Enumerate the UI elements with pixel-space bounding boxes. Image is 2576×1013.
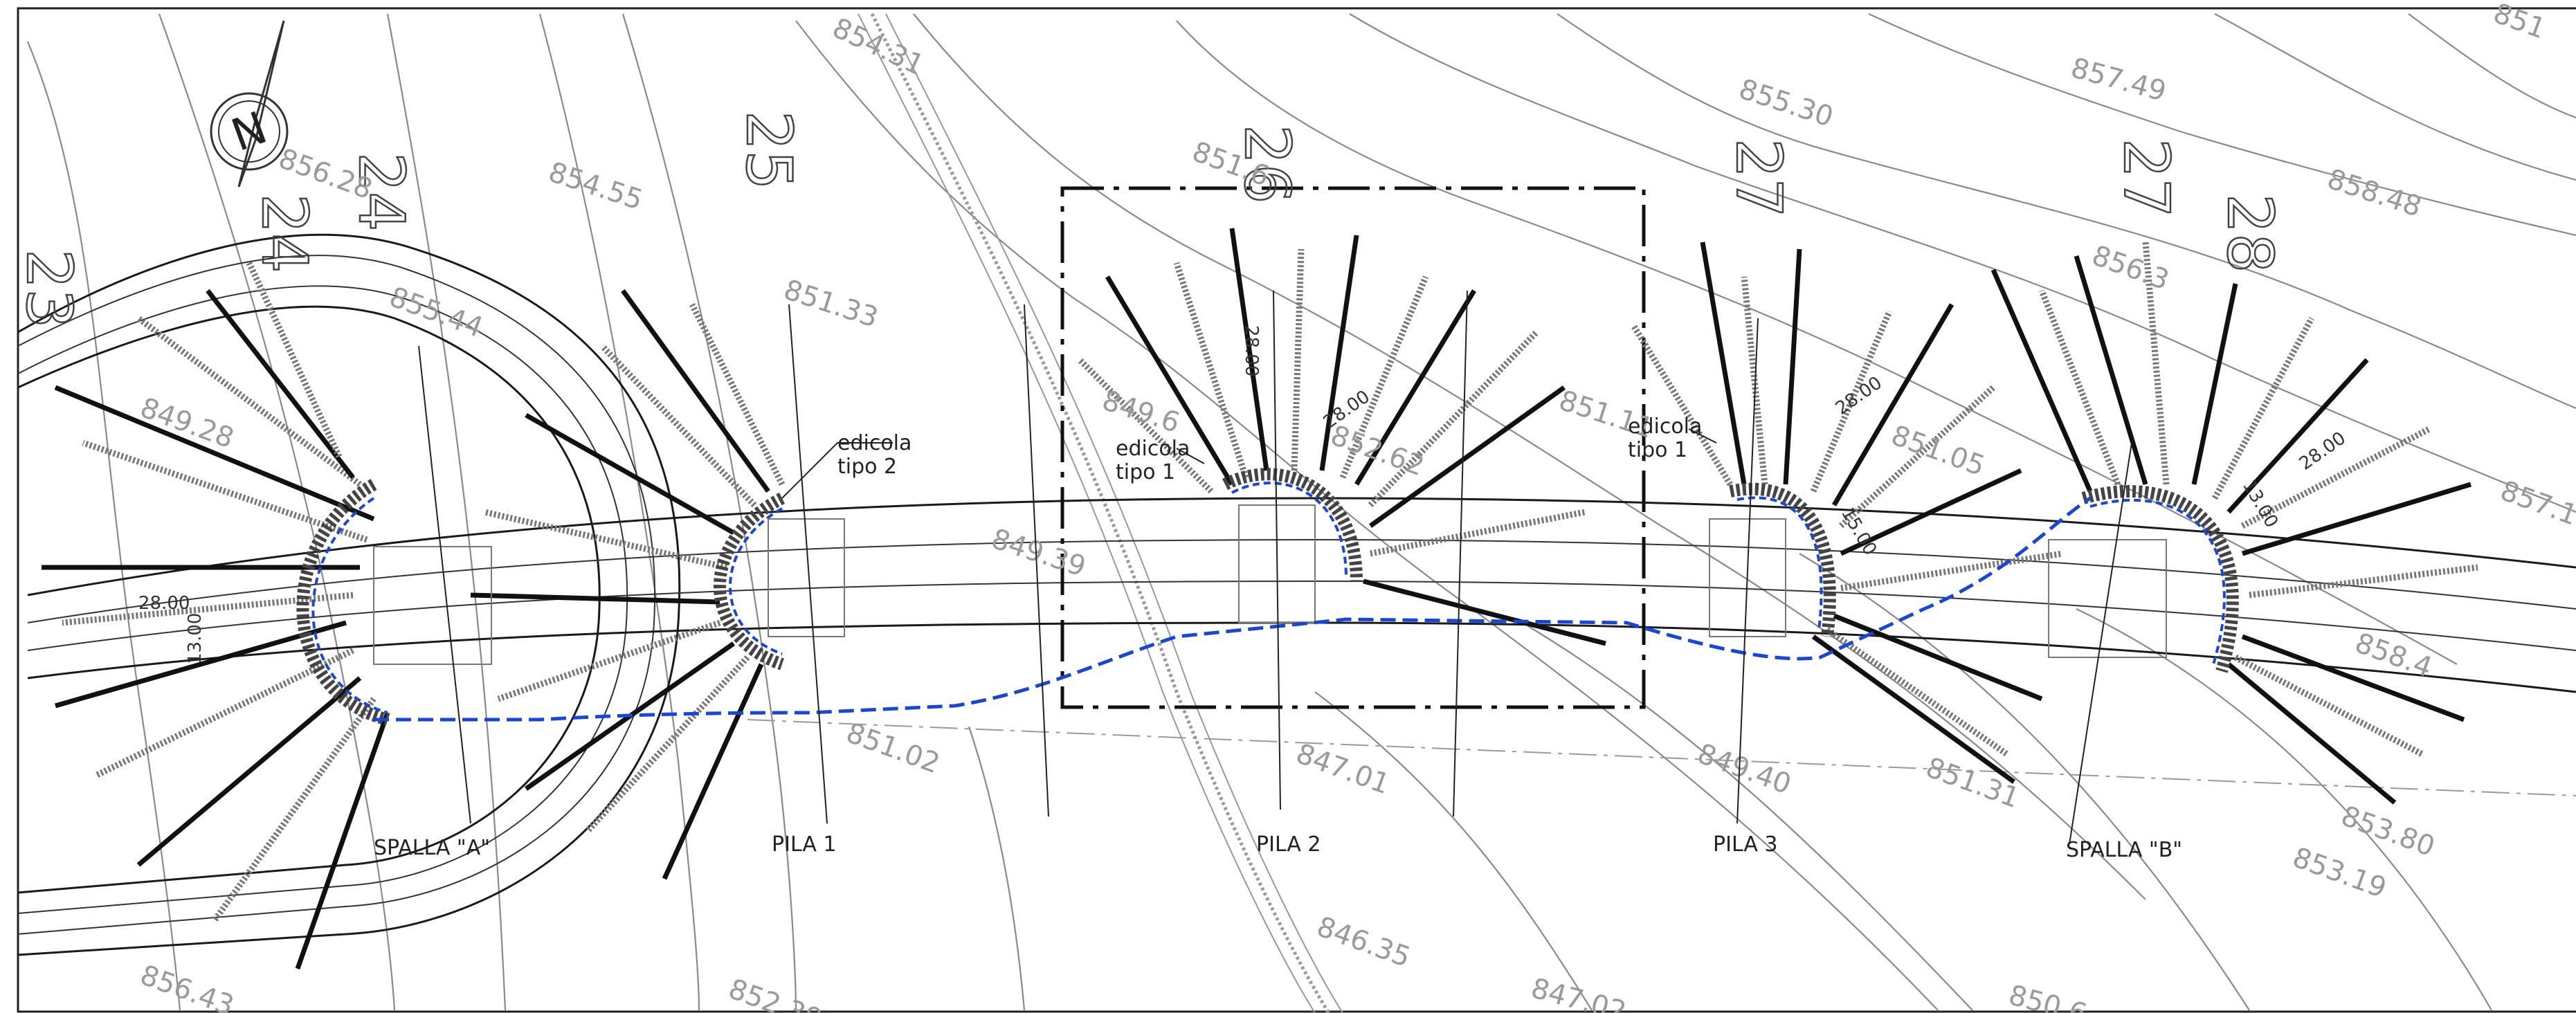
elevation-label: 847.01 — [1292, 738, 1394, 801]
elevation-label: 854.31 — [828, 12, 929, 82]
elevation-label: 847.02 — [1527, 972, 1629, 1013]
elevation-label: 856.43 — [136, 959, 238, 1013]
edicola-label-line1: edicola — [1116, 437, 1190, 461]
section-number: 27 — [2110, 138, 2182, 218]
support-label-pila-3: PILA 3 — [1713, 832, 1778, 857]
elevation-label: 851 — [2489, 0, 2550, 46]
edicola-callouts: edicola tipo 2 edicola tipo 1 edicola ti… — [781, 414, 1717, 499]
edicola-label-line1: edicola — [1628, 414, 1702, 439]
dimension-label: 13.00 — [2238, 477, 2282, 531]
section-number: 23 — [12, 249, 85, 329]
elevation-label: 851.31 — [1922, 751, 2024, 814]
edicola-label-line2: tipo 1 — [1628, 438, 1687, 462]
elevation-label: 854.55 — [545, 156, 646, 217]
north-letter: N — [225, 102, 273, 162]
railway-track — [858, 12, 1343, 1013]
dimension-label: 13.00 — [185, 613, 206, 664]
spalla-b-structure — [1990, 241, 2478, 805]
elevation-label: 849.39 — [988, 523, 1089, 583]
elevation-label: 852.39 — [725, 973, 826, 1013]
support-label-spalla-b: SPALLA "B" — [2066, 838, 2182, 862]
pila-3-structure — [1631, 241, 2063, 784]
bridge-deck — [27, 497, 2576, 693]
dimension-labels: 28.00 28.00 28.00 28.00 28.00 13.00 15.0… — [138, 325, 2350, 664]
dimension-label: 28.00 — [1241, 325, 1262, 376]
contour-lines — [26, 13, 2576, 1011]
elevation-label: 852.62 — [1327, 419, 1428, 482]
drainage-line — [374, 496, 2092, 722]
support-leaders — [418, 290, 2132, 845]
section-number: 24 — [248, 194, 320, 273]
support-label-pila-1: PILA 1 — [772, 832, 837, 857]
support-names: SPALLA "A" PILA 1 PILA 2 PILA 3 SPALLA "… — [374, 832, 2182, 862]
edicola-label-line2: tipo 2 — [837, 455, 897, 479]
section-number: 28 — [2213, 194, 2286, 273]
elevation-label: 858.48 — [2323, 163, 2425, 223]
dimension-label: 28.00 — [138, 593, 190, 614]
elevation-label: 851.02 — [842, 717, 944, 780]
sheet-border — [17, 7, 2576, 1013]
support-label-pila-2: PILA 2 — [1256, 832, 1321, 857]
elevation-label: 850.6 — [2005, 979, 2090, 1013]
section-numbers: 23 24 24 25 26 27 27 28 — [12, 110, 2287, 329]
elevation-label: 849.40 — [1694, 738, 1795, 801]
support-structures — [42, 228, 2478, 970]
elevation-label: 858.4 — [2351, 627, 2436, 684]
pila-2-structure — [1077, 228, 1606, 646]
elevation-label: 853.80 — [2337, 800, 2439, 863]
section-number: 27 — [1722, 138, 1795, 218]
elevation-label: 846.35 — [1313, 911, 1415, 974]
detail-frame — [1060, 186, 1646, 709]
dimension-label: 28.00 — [2296, 428, 2350, 474]
elevation-label: 851.33 — [780, 274, 882, 334]
section-number: 25 — [732, 111, 805, 190]
elevation-label: 856.3 — [2088, 239, 2173, 296]
elevation-label: 853.19 — [2289, 841, 2391, 904]
reference-axis — [747, 719, 2576, 796]
edicola-label-line1: edicola — [837, 431, 911, 455]
elevation-label: 857.49 — [2067, 52, 2169, 108]
elevation-label: 857.1 — [2496, 475, 2576, 531]
section-number: 24 — [345, 152, 417, 232]
elevation-label: 849.6 — [1098, 385, 1183, 439]
elevation-label: 849.28 — [136, 392, 238, 455]
north-arrow: N — [210, 20, 289, 188]
left-loop-road — [17, 233, 681, 956]
support-label-spalla-a: SPALLA "A" — [374, 836, 490, 860]
edicola-label-line2: tipo 1 — [1116, 460, 1175, 484]
section-number: 26 — [1231, 125, 1303, 204]
spalla-a-structure — [42, 262, 390, 970]
